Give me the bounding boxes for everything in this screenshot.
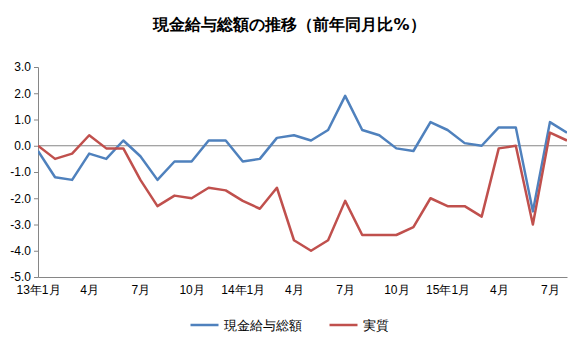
y-tick: 0.0 — [14, 139, 38, 153]
y-axis: -5.0-4.0-3.0-2.0-1.00.01.02.03.0 — [10, 60, 38, 284]
y-tick-label: -3.0 — [10, 218, 31, 232]
y-tick: -1.0 — [10, 165, 38, 179]
y-tick-mark — [34, 198, 38, 199]
y-tick-mark — [34, 251, 38, 252]
x-axis: 13年1月 4月 7月 10月 14年1月 4月 7月 10月 15年1月 4月 7月 — [16, 278, 567, 297]
x-axis-line — [39, 277, 568, 278]
series-group — [38, 96, 567, 251]
x-tick: 14年1月 — [221, 283, 265, 297]
y-tick-mark — [34, 225, 38, 226]
x-tick-label: 15年1月 — [426, 283, 470, 297]
y-tick-mark — [34, 172, 38, 173]
y-tick-label: -1.0 — [10, 165, 31, 179]
y-tick-mark — [34, 120, 38, 121]
x-tick: 4月 — [490, 283, 509, 297]
legend-item: 実質 — [330, 318, 389, 333]
x-tick: 4月 — [80, 283, 99, 297]
x-tick-label: 10月 — [384, 283, 409, 297]
legend-label: 実質 — [363, 318, 389, 333]
series-line — [38, 133, 567, 251]
x-tick-label: 13年1月 — [16, 283, 60, 297]
plot: -5.0-4.0-3.0-2.0-1.00.01.02.03.013年1月4月7… — [10, 60, 567, 296]
legend: 現金給与総額 実質 — [191, 318, 389, 333]
legend-swatch — [330, 324, 358, 327]
chart: 現金給与総額の推移（前年同月比%）-5.0-4.0-3.0-2.0-1.00.0… — [0, 0, 579, 342]
y-tick-label: -2.0 — [10, 192, 31, 206]
x-tick: 10月 — [384, 283, 409, 297]
x-tick-label: 7月 — [132, 283, 151, 297]
x-tick-label: 7月 — [541, 283, 560, 297]
x-tick: 4月 — [285, 283, 304, 297]
x-tick-label: 14年1月 — [221, 283, 265, 297]
y-axis-line — [34, 68, 39, 278]
y-tick: 2.0 — [14, 87, 38, 101]
x-tick: 10月 — [179, 283, 204, 297]
x-tick-label: 10月 — [179, 283, 204, 297]
y-tick-label: 1.0 — [14, 113, 31, 127]
y-tick: 3.0 — [14, 60, 38, 74]
x-tick-label: 4月 — [285, 283, 304, 297]
x-tick: 7月 — [336, 283, 355, 297]
y-tick: 1.0 — [14, 113, 38, 127]
y-tick-mark — [34, 93, 38, 94]
x-tick-label: 4月 — [80, 283, 99, 297]
x-tick-label: 4月 — [490, 283, 509, 297]
legend-item: 現金給与総額 — [191, 318, 302, 333]
y-tick-label: 0.0 — [14, 139, 31, 153]
y-tick-label: 3.0 — [14, 60, 31, 74]
y-tick: -4.0 — [10, 244, 38, 258]
x-tick: 7月 — [132, 283, 151, 297]
y-tick-label: -4.0 — [10, 244, 31, 258]
y-tick: -3.0 — [10, 218, 38, 232]
legend-label: 現金給与総額 — [224, 318, 302, 333]
y-tick-mark — [34, 67, 38, 68]
title: 現金給与総額の推移（前年同月比%） — [152, 15, 425, 34]
x-tick-label: 7月 — [336, 283, 355, 297]
y-tick-mark — [34, 277, 38, 278]
x-tick: 15年1月 — [426, 283, 470, 297]
legend-swatch — [191, 324, 219, 327]
y-tick-label: 2.0 — [14, 87, 31, 101]
y-tick-mark — [34, 146, 38, 147]
x-tick: 7月 — [541, 283, 560, 297]
y-tick: -2.0 — [10, 192, 38, 206]
x-tick: 13年1月 — [16, 283, 60, 297]
